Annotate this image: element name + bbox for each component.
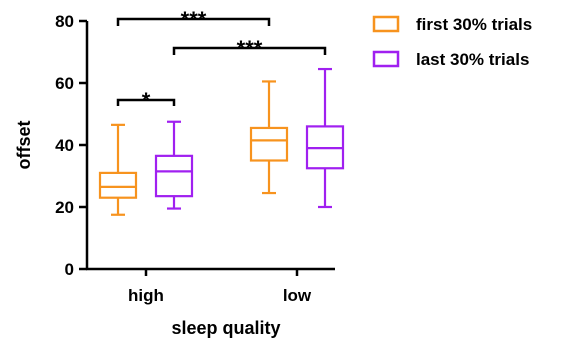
significance-bracket-1: *** bbox=[174, 36, 325, 61]
box-low-series-1 bbox=[307, 69, 343, 207]
y-ticks: 0 20 40 60 80 bbox=[55, 12, 87, 279]
y-tick-label: 0 bbox=[65, 260, 74, 279]
legend-item-1: last 30% trials bbox=[374, 50, 529, 69]
legend-swatch bbox=[374, 17, 398, 31]
x-tick-label-high: high bbox=[128, 286, 164, 305]
significance-label: * bbox=[142, 88, 151, 113]
legend-swatch bbox=[374, 52, 398, 66]
legend-label: last 30% trials bbox=[416, 50, 529, 69]
iqr-box bbox=[251, 128, 287, 161]
boxes bbox=[100, 69, 343, 215]
legend-item-0: first 30% trials bbox=[374, 15, 532, 34]
legend: first 30% trials last 30% trials bbox=[374, 15, 532, 69]
x-ticks: high low bbox=[128, 269, 312, 305]
y-tick-label: 40 bbox=[55, 136, 74, 155]
significance-brackets: ******* bbox=[118, 7, 325, 113]
x-axis-title: sleep quality bbox=[171, 318, 280, 338]
y-axis-title: offset bbox=[14, 120, 34, 169]
y-tick-label: 80 bbox=[55, 12, 74, 31]
box-low-series-0 bbox=[251, 81, 287, 193]
iqr-box bbox=[156, 156, 192, 196]
box-high-series-1 bbox=[156, 122, 192, 209]
y-tick-label: 20 bbox=[55, 198, 74, 217]
box-high-series-0 bbox=[100, 125, 136, 215]
significance-label: *** bbox=[237, 36, 263, 61]
legend-label: first 30% trials bbox=[416, 15, 532, 34]
significance-bracket-0: *** bbox=[118, 7, 269, 32]
significance-label: *** bbox=[181, 7, 207, 32]
iqr-box bbox=[100, 173, 136, 198]
x-tick-label-low: low bbox=[283, 286, 312, 305]
significance-bracket-2: * bbox=[118, 88, 174, 113]
y-tick-label: 60 bbox=[55, 74, 74, 93]
